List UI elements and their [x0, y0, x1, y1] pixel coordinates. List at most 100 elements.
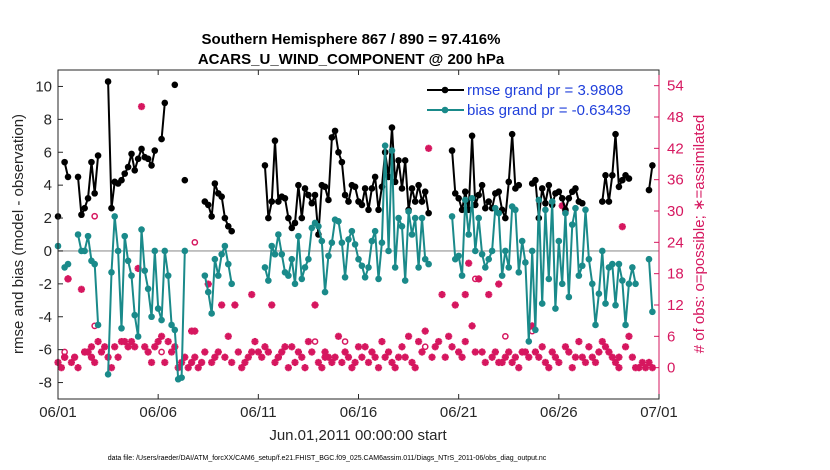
rmse-point — [148, 162, 155, 169]
bias-point — [582, 206, 589, 214]
bias-point — [629, 264, 636, 271]
bias-point — [408, 231, 416, 238]
obs-assimilated-marker — [261, 343, 269, 351]
obs-assimilated-marker — [101, 343, 109, 351]
obs-assimilated-marker — [445, 332, 453, 340]
obs-assimilated-marker — [505, 348, 513, 356]
bias-point — [341, 273, 349, 281]
rmse-point — [612, 130, 619, 138]
obs-assimilated-marker — [521, 348, 529, 356]
bias-point — [622, 321, 629, 329]
obs-assimilated-marker — [87, 343, 96, 351]
obs-assimilated-marker — [201, 348, 209, 356]
rmse-point — [144, 155, 152, 163]
rmse-point — [572, 185, 579, 192]
bias-point — [345, 236, 352, 243]
y2-tick-label: 12 — [667, 297, 684, 314]
bias-point — [158, 316, 165, 324]
obs-assimilated-marker — [251, 337, 259, 346]
obs-assimilated-marker — [645, 358, 653, 367]
obs-assimilated-marker — [401, 353, 409, 361]
obs-assimilated-marker — [515, 364, 523, 372]
rmse-point — [345, 198, 352, 205]
legend-rmse-swatch-marker — [441, 86, 449, 94]
obs-assimilated-marker — [415, 337, 423, 346]
y-tick-label: -8 — [39, 375, 52, 392]
obs-possible-marker — [91, 212, 99, 220]
bias-point — [201, 272, 209, 279]
obs-assimilated-marker — [491, 348, 499, 356]
bias-point — [298, 275, 306, 283]
rmse-point — [64, 173, 72, 181]
rmse-point — [121, 170, 129, 177]
rmse-point — [455, 195, 462, 202]
obs-assimilated-marker — [97, 348, 106, 356]
rmse-point — [285, 214, 292, 222]
rmse-point — [268, 198, 276, 205]
y2-tick-label: 24 — [667, 234, 684, 251]
obs-assimilated-marker — [481, 358, 489, 367]
bias-point — [562, 209, 569, 217]
bias-point — [84, 232, 92, 240]
bias-point — [144, 285, 152, 293]
obs-assimilated-marker — [598, 337, 606, 346]
bias-point — [371, 227, 379, 235]
y-tick-label: -2 — [39, 276, 52, 293]
obs-assimilated-marker — [328, 358, 336, 367]
obs-assimilated-marker — [131, 343, 139, 351]
bias-point — [471, 247, 479, 255]
obs-assimilated-marker — [67, 358, 76, 367]
chart-title-line-1: Southern Hemisphere 867 / 890 = 97.416% — [202, 31, 501, 48]
bias-point — [388, 147, 396, 154]
obs-assimilated-marker — [531, 348, 539, 356]
obs-assimilated-marker — [374, 364, 383, 372]
bias-point — [532, 326, 539, 334]
y2-tick-label: 0 — [667, 360, 675, 377]
obs-assimilated-marker — [618, 223, 626, 231]
rmse-point — [482, 204, 489, 212]
bias-point — [305, 255, 312, 263]
bias-point — [151, 247, 159, 255]
bias-point — [418, 214, 426, 222]
obs-assimilated-marker — [344, 353, 353, 361]
obs-assimilated-marker — [121, 337, 129, 346]
bias-point — [121, 232, 129, 240]
obs-assimilated-marker — [281, 343, 289, 351]
obs-assimilated-marker — [451, 301, 459, 309]
y2-tick-label: 30 — [667, 203, 684, 220]
obs-assimilated-marker — [351, 358, 359, 367]
y2-tick-label: 36 — [667, 172, 684, 189]
rmse-point — [461, 188, 469, 196]
obs-assimilated-marker — [638, 358, 646, 367]
obs-assimilated-marker — [94, 337, 102, 346]
rmse-point — [358, 201, 366, 209]
bias-point — [485, 255, 493, 263]
obs-assimilated-marker — [394, 353, 403, 361]
obs-assimilated-marker — [538, 343, 546, 351]
obs-assimilated-marker — [218, 301, 226, 309]
obs-assimilated-marker — [391, 364, 399, 372]
obs-assimilated-marker — [368, 348, 376, 356]
obs-assimilated-marker — [288, 343, 296, 351]
bias-point — [328, 239, 336, 247]
obs-assimilated-marker — [371, 353, 379, 361]
obs-assimilated-marker — [151, 343, 159, 351]
x-tick-label: 06/01 — [39, 404, 77, 421]
obs-assimilated-marker — [525, 353, 533, 361]
obs-assimilated-marker — [334, 332, 343, 340]
obs-assimilated-marker — [314, 358, 323, 367]
bias-point — [535, 196, 543, 204]
rmse-point — [398, 185, 406, 192]
rmse-point — [599, 198, 606, 205]
bias-point — [74, 231, 82, 238]
obs-assimilated-marker — [264, 348, 272, 356]
bias-point — [502, 247, 509, 255]
bias-point — [271, 250, 279, 258]
obs-assimilated-marker — [77, 285, 86, 293]
rmse-point — [104, 78, 112, 85]
obs-assimilated-marker — [298, 353, 306, 361]
rmse-point — [158, 135, 165, 143]
obs-assimilated-marker — [211, 353, 219, 361]
rmse-point — [555, 188, 563, 196]
